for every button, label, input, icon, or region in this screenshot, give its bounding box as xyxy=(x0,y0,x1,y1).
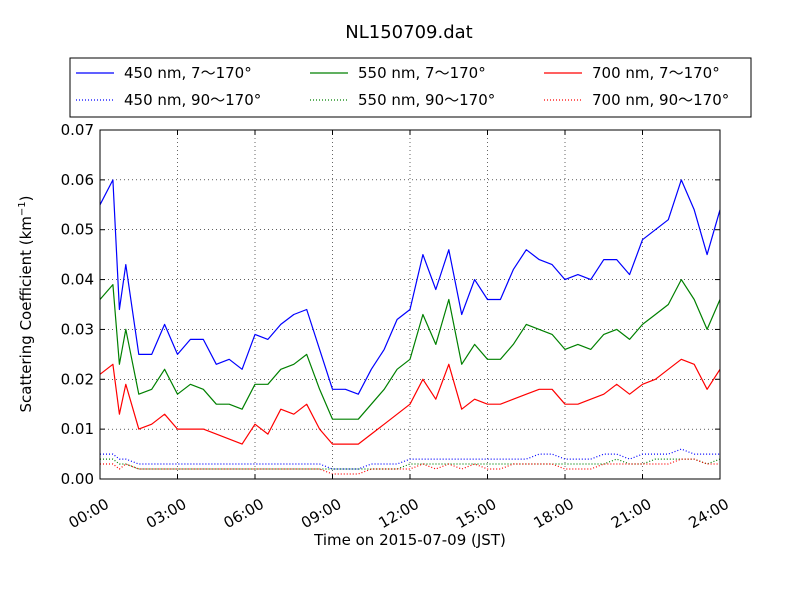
legend-label-1: 450 nm, 90～170° xyxy=(124,91,261,109)
plot-area xyxy=(99,129,721,480)
legend-frame xyxy=(69,57,752,118)
y-tick-label: 0.01 xyxy=(61,420,94,438)
legend-label-5: 700 nm, 90～170° xyxy=(592,91,729,109)
plot-frame xyxy=(99,129,721,480)
series-layer xyxy=(99,179,721,475)
legend: 450 nm, 7～170° 550 nm, 7～170° 700 nm, 7～17… xyxy=(69,57,752,118)
series-line-3 xyxy=(100,458,721,470)
legend-label-4: 700 nm, 7～170° xyxy=(592,64,720,82)
plot-background xyxy=(100,130,720,479)
y-tick-label: 0.05 xyxy=(61,221,94,239)
legend-label-0: 450 nm, 7～170° xyxy=(124,64,252,82)
series-line-4 xyxy=(99,358,721,445)
legend-label-3: 550 nm, 90～170° xyxy=(358,91,495,109)
y-tick-label: 0.06 xyxy=(61,171,94,189)
y-tick-label: 0.02 xyxy=(61,370,94,388)
y-tick-label: 0.04 xyxy=(61,271,94,289)
legend-label-2: 550 nm, 7～170° xyxy=(358,64,486,82)
y-axis-label-close: ) xyxy=(17,195,35,201)
series-line-2 xyxy=(99,279,721,420)
y-tick-label: 0.00 xyxy=(61,470,94,488)
y-tick-label: 0.03 xyxy=(61,320,94,338)
series-line-0 xyxy=(99,179,721,395)
y-tick-labels: 0.00 0.01 0.02 0.03 0.04 0.05 0.06 0.07 xyxy=(61,121,94,488)
series-line-5 xyxy=(100,458,720,475)
y-axis-label: Scattering Coefficient (km−1) xyxy=(17,195,35,412)
y-tick-label: 0.07 xyxy=(61,121,94,139)
series-line-1 xyxy=(100,448,720,470)
x-axis-label: Time on 2015-07-09 (JST) xyxy=(313,531,506,549)
y-axis-label-unit-exponent: −1 xyxy=(17,201,28,216)
y-axis-label-main: Scattering Coefficient (km xyxy=(17,216,35,412)
chart-title: NL150709.dat xyxy=(345,22,472,43)
